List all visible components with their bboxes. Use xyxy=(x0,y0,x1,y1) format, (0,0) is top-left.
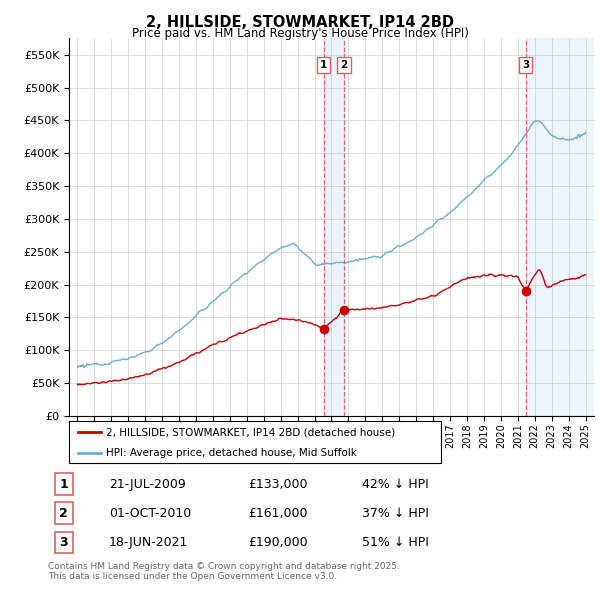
Text: 51% ↓ HPI: 51% ↓ HPI xyxy=(362,536,429,549)
Text: 18-JUN-2021: 18-JUN-2021 xyxy=(109,536,188,549)
Text: 2: 2 xyxy=(59,507,68,520)
Text: 2, HILLSIDE, STOWMARKET, IP14 2BD: 2, HILLSIDE, STOWMARKET, IP14 2BD xyxy=(146,15,454,30)
Text: 1: 1 xyxy=(59,477,68,491)
Bar xyxy=(526,38,594,416)
Text: 37% ↓ HPI: 37% ↓ HPI xyxy=(362,507,429,520)
FancyBboxPatch shape xyxy=(69,421,441,463)
Text: £161,000: £161,000 xyxy=(248,507,308,520)
Text: 42% ↓ HPI: 42% ↓ HPI xyxy=(362,477,429,491)
Text: Contains HM Land Registry data © Crown copyright and database right 2025.
This d: Contains HM Land Registry data © Crown c… xyxy=(48,562,400,581)
Bar xyxy=(324,38,344,416)
Text: 1: 1 xyxy=(320,60,328,70)
Text: HPI: Average price, detached house, Mid Suffolk: HPI: Average price, detached house, Mid … xyxy=(106,448,357,457)
Text: 3: 3 xyxy=(59,536,68,549)
Text: Price paid vs. HM Land Registry's House Price Index (HPI): Price paid vs. HM Land Registry's House … xyxy=(131,27,469,40)
Text: £190,000: £190,000 xyxy=(248,536,308,549)
Text: £133,000: £133,000 xyxy=(248,477,308,491)
Text: 21-JUL-2009: 21-JUL-2009 xyxy=(109,477,185,491)
Text: 2: 2 xyxy=(341,60,348,70)
Text: 3: 3 xyxy=(522,60,529,70)
Text: 2, HILLSIDE, STOWMARKET, IP14 2BD (detached house): 2, HILLSIDE, STOWMARKET, IP14 2BD (detac… xyxy=(106,427,395,437)
Text: 01-OCT-2010: 01-OCT-2010 xyxy=(109,507,191,520)
